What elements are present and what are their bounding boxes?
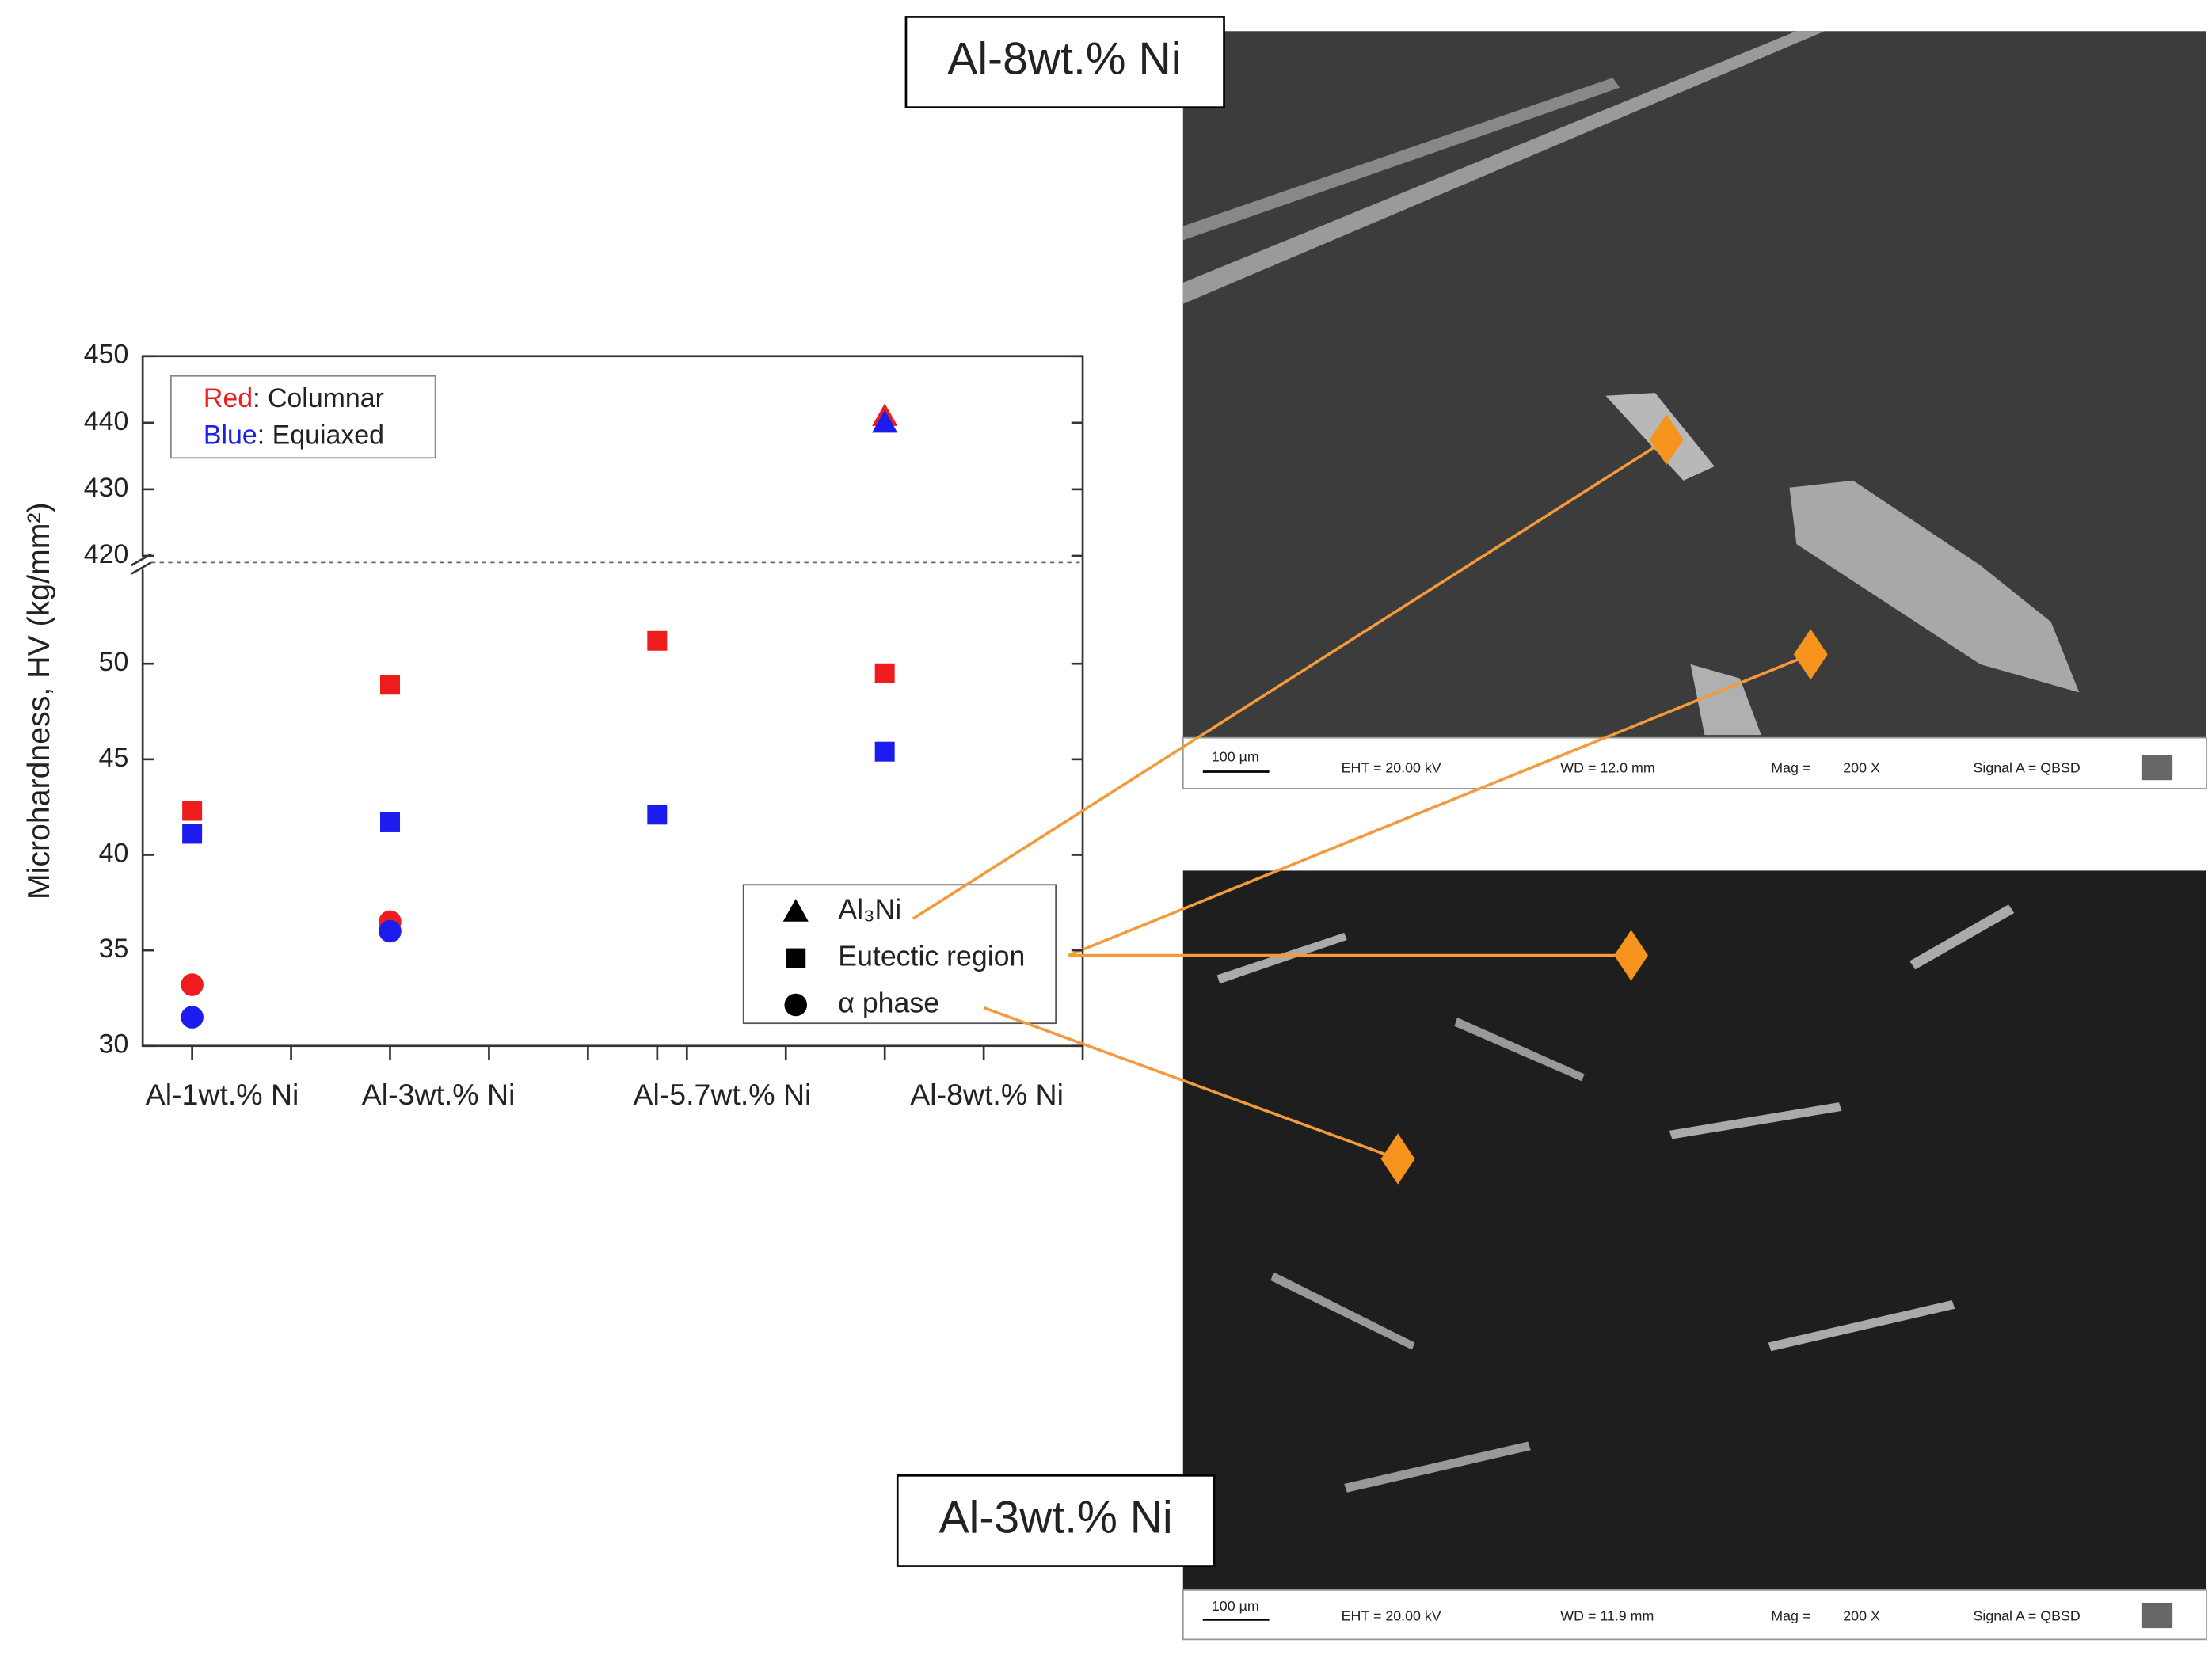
y-tick-label: 40 <box>99 838 129 868</box>
x-tick-label: Al-3wt.% Ni <box>362 1078 516 1111</box>
callout-lines <box>912 438 1811 1161</box>
legend-color-name: Red <box>204 383 253 413</box>
legend-marker <box>784 993 808 1017</box>
point <box>647 630 668 651</box>
point <box>181 1006 204 1029</box>
point <box>182 801 203 821</box>
image-label: Al-3wt.% Ni <box>939 1493 1173 1543</box>
label-box <box>904 16 1225 108</box>
wd: WD = 11.9 mm <box>1560 1608 1654 1624</box>
y-tick-label: 50 <box>99 647 129 677</box>
x-tick-label: Al-8wt.% Ni <box>910 1078 1064 1111</box>
y-axis-label: Microhardness, HV (kg/mm²) <box>21 502 56 900</box>
x-tick-label: Al-5.7wt.% Ni <box>633 1078 811 1111</box>
y-tick-label: 440 <box>84 406 129 436</box>
point <box>380 675 400 695</box>
mag-label: Mag = <box>1771 760 1810 776</box>
point <box>872 409 898 433</box>
legend-text: : Equiaxed <box>257 420 384 450</box>
legend-text: : Columnar <box>253 383 384 413</box>
y-tick-label: 420 <box>84 539 129 569</box>
legend-marker <box>782 899 809 922</box>
y-tick-label: 450 <box>84 340 129 370</box>
legend-color-name: Blue <box>204 420 257 450</box>
y-tick-label: 35 <box>99 934 129 964</box>
image-label: Al-8wt.% Ni <box>947 34 1181 85</box>
y-tick-label: 30 <box>99 1029 129 1060</box>
x-tick-label: Al-1wt.% Ni <box>146 1078 299 1111</box>
legend-marker <box>786 948 806 968</box>
legend-entry: Red: Columnar <box>204 383 384 413</box>
legend-entry: Blue: Equiaxed <box>204 420 384 450</box>
y-tick-label: 430 <box>84 473 129 503</box>
mag: 200 X <box>1843 1608 1880 1624</box>
eht: EHT = 20.00 kV <box>1342 760 1441 776</box>
scale-bar: 100 µm <box>1212 1598 1259 1614</box>
wd: WD = 12.0 mm <box>1560 760 1654 776</box>
mag: 200 X <box>1843 760 1880 776</box>
mag-label: Mag = <box>1771 1608 1810 1624</box>
eht: EHT = 20.00 kV <box>1342 1608 1441 1624</box>
point <box>181 973 204 996</box>
legend-label: Al₃Ni <box>838 894 901 926</box>
signal: Signal A = QBSD <box>1973 1608 2080 1624</box>
signal: Signal A = QBSD <box>1973 760 2080 776</box>
point <box>647 805 668 825</box>
axis-break <box>134 557 151 570</box>
point <box>874 663 895 683</box>
color-legend <box>169 375 436 459</box>
sem-image-bottom <box>1182 870 2207 1641</box>
point <box>380 812 400 832</box>
plot-frame <box>141 355 1084 1048</box>
legend-label: Eutectic region <box>838 941 1025 972</box>
label-box <box>896 1474 1216 1567</box>
info-bar: 100 µm EHT = 20.00 kV WD = 12.0 mm Mag =… <box>1212 748 2081 1623</box>
sem-image-top <box>1182 31 2207 789</box>
point <box>379 919 402 943</box>
scale-bar: 100 µm <box>1212 748 1259 764</box>
point <box>182 824 203 844</box>
legend-label: α phase <box>838 987 939 1018</box>
point <box>874 741 895 762</box>
y-tick-label: 45 <box>99 743 129 773</box>
